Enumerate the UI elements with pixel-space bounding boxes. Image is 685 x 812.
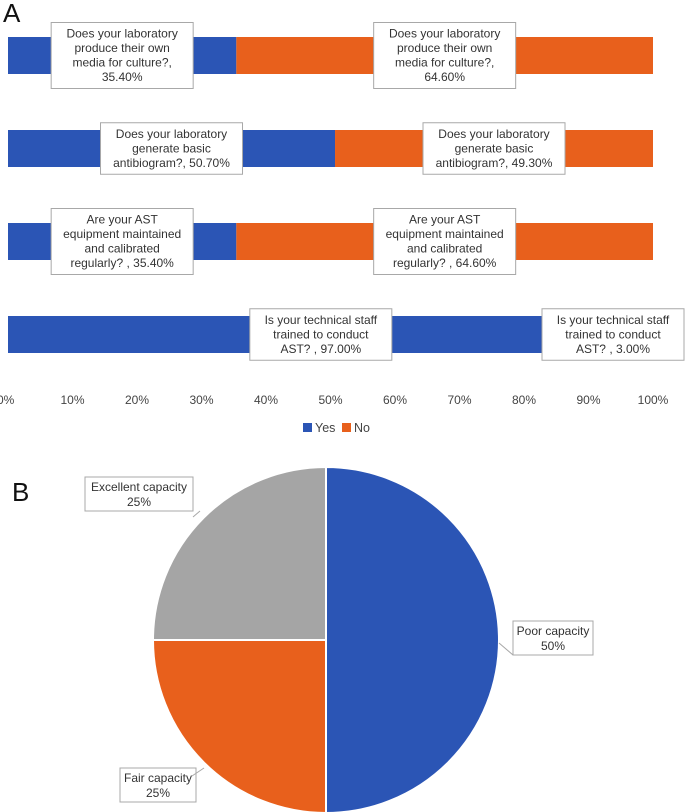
legend-swatch-no: [342, 423, 351, 432]
panel-label-b: B: [12, 477, 29, 507]
data-label-no-3-line: regularly? , 64.60%: [393, 256, 497, 270]
x-tick-label: 20%: [125, 393, 149, 407]
data-label-no-3-line: and calibrated: [407, 242, 482, 256]
data-label-no-3-line: equipment maintained: [386, 227, 504, 241]
data-label-yes-3-line: regularly? , 35.40%: [70, 256, 174, 270]
x-tick-label: 40%: [254, 393, 278, 407]
pie-slice-excellent-capacity: [151, 465, 327, 641]
pie-slice-fair-capacity: [151, 639, 327, 812]
x-tick-label: 60%: [383, 393, 407, 407]
data-label-yes-4-line: Is your technical staff: [265, 313, 378, 327]
x-tick-label: 100%: [638, 393, 669, 407]
pie-label-name: Poor capacity: [517, 624, 590, 638]
pie-label-excellent-capacity-box: [84, 476, 194, 512]
x-tick-label: 80%: [512, 393, 536, 407]
pie-label-fair-capacity-box: [119, 767, 197, 803]
data-label-no-2-line: generate basic: [455, 141, 534, 155]
pie-label-name: Excellent capacity: [91, 480, 187, 494]
data-label-no-4-line: AST? , 3.00%: [576, 342, 650, 356]
data-label-yes-2-line: Does your laboratory: [116, 127, 227, 141]
x-tick-label: 10%: [60, 393, 84, 407]
legend-label-yes: Yes: [315, 421, 335, 435]
data-label-no-4-line: Is your technical staff: [557, 313, 670, 327]
pie-label-name: Fair capacity: [124, 771, 192, 785]
data-label-yes-1-line: 35.40%: [102, 70, 143, 84]
x-tick-label: 90%: [576, 393, 600, 407]
data-label-yes-3-line: and calibrated: [84, 242, 159, 256]
data-label-no-1-line: media for culture?,: [395, 56, 494, 70]
leader-line: [191, 767, 205, 777]
data-label-no-4-box: [541, 308, 685, 361]
x-tick-label: 70%: [447, 393, 471, 407]
data-label-yes-1-box: [50, 22, 194, 89]
data-label-yes-3-line: Are your AST: [86, 213, 158, 227]
data-label-no-3-line: Are your AST: [409, 213, 481, 227]
data-label-yes-3-box: [50, 208, 194, 275]
x-tick-label: 0%: [0, 393, 15, 407]
data-label-yes-1-line: media for culture?,: [72, 56, 171, 70]
data-label-no-3-box: [373, 208, 517, 275]
data-label-yes-4-line: trained to conduct: [273, 327, 369, 341]
data-label-yes-2-line: generate basic: [132, 141, 211, 155]
data-label-no-2-box: [422, 122, 566, 175]
legend: Yes No: [303, 421, 370, 435]
data-label-no-1-box: [373, 22, 517, 89]
legend-label-no: No: [354, 421, 370, 435]
data-label-no-1-line: produce their own: [397, 41, 492, 55]
panel-label-a: A: [3, 0, 21, 28]
pie-slice-poor-capacity: [325, 465, 500, 812]
x-tick-label: 50%: [318, 393, 342, 407]
data-label-no-2-line: Does your laboratory: [438, 127, 549, 141]
data-label-yes-4-line: AST? , 97.00%: [280, 342, 361, 356]
data-label-no-1-line: 64.60%: [424, 70, 465, 84]
data-label-yes-1-line: Does your laboratory: [66, 27, 177, 41]
data-label-yes-2-box: [100, 122, 244, 175]
pie-label-value: 25%: [127, 495, 151, 509]
data-label-yes-3-line: equipment maintained: [63, 227, 181, 241]
data-label-yes-2-line: antibiogram?, 50.70%: [113, 156, 230, 170]
legend-swatch-yes: [303, 423, 312, 432]
data-label-no-1-line: Does your laboratory: [389, 27, 500, 41]
pie-label-value: 50%: [541, 639, 565, 653]
data-label-no-4-line: trained to conduct: [565, 327, 661, 341]
pie-label-value: 25%: [146, 786, 170, 800]
leader-line: [192, 510, 201, 518]
leader-line: [498, 642, 514, 656]
pie-label-poor-capacity-box: [512, 620, 594, 656]
data-label-yes-4-box: [249, 308, 393, 361]
x-tick-label: 30%: [189, 393, 213, 407]
data-label-no-2-line: antibiogram?, 49.30%: [436, 156, 553, 170]
data-label-yes-1-line: produce their own: [74, 41, 169, 55]
